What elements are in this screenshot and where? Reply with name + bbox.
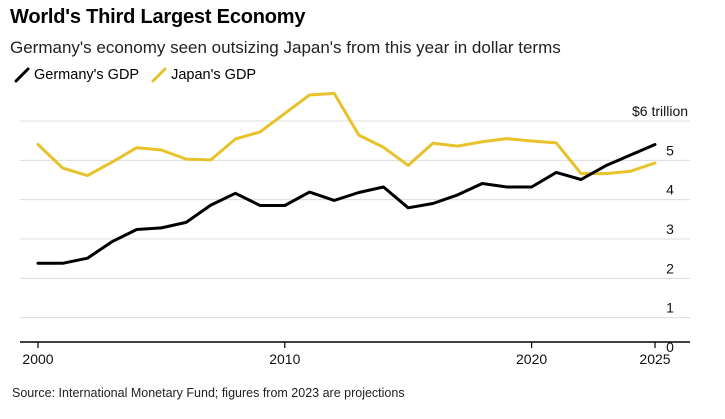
chart-title: World's Third Largest Economy [10,6,306,28]
x-tick-label-2025: 2025 [639,351,670,367]
y-tick-label-1: 1 [666,300,674,316]
y-tick-label-5: 5 [666,142,674,158]
legend-item-germany: Germany's GDP [14,67,139,83]
y-tick-label-3: 3 [666,221,674,237]
y-tick-label-4: 4 [666,182,674,198]
legend-item-japan: Japan's GDP [151,67,256,83]
y-tick-label-6: $6 trillion [632,103,688,119]
chart-subtitle: Germany's economy seen outsizing Japan's… [10,38,561,57]
y-tick-label-2: 2 [666,260,674,276]
legend-label-japan: Japan's GDP [171,67,257,83]
y-tick-label-0: 0 [666,339,674,355]
series-line-germany [36,143,657,265]
series-line-japan [36,91,657,178]
x-tick-label-2020: 2020 [516,351,547,367]
x-tick-label-2000: 2000 [22,351,53,367]
chart-legend: Germany's GDP Japan's GDP [14,67,268,83]
legend-swatch-japan [151,67,167,83]
legend-label-germany: Germany's GDP [34,67,140,83]
legend-swatch-germany [14,67,30,83]
source-note: Source: International Monetary Fund; fig… [12,386,405,400]
x-tick-label-2010: 2010 [269,351,300,367]
